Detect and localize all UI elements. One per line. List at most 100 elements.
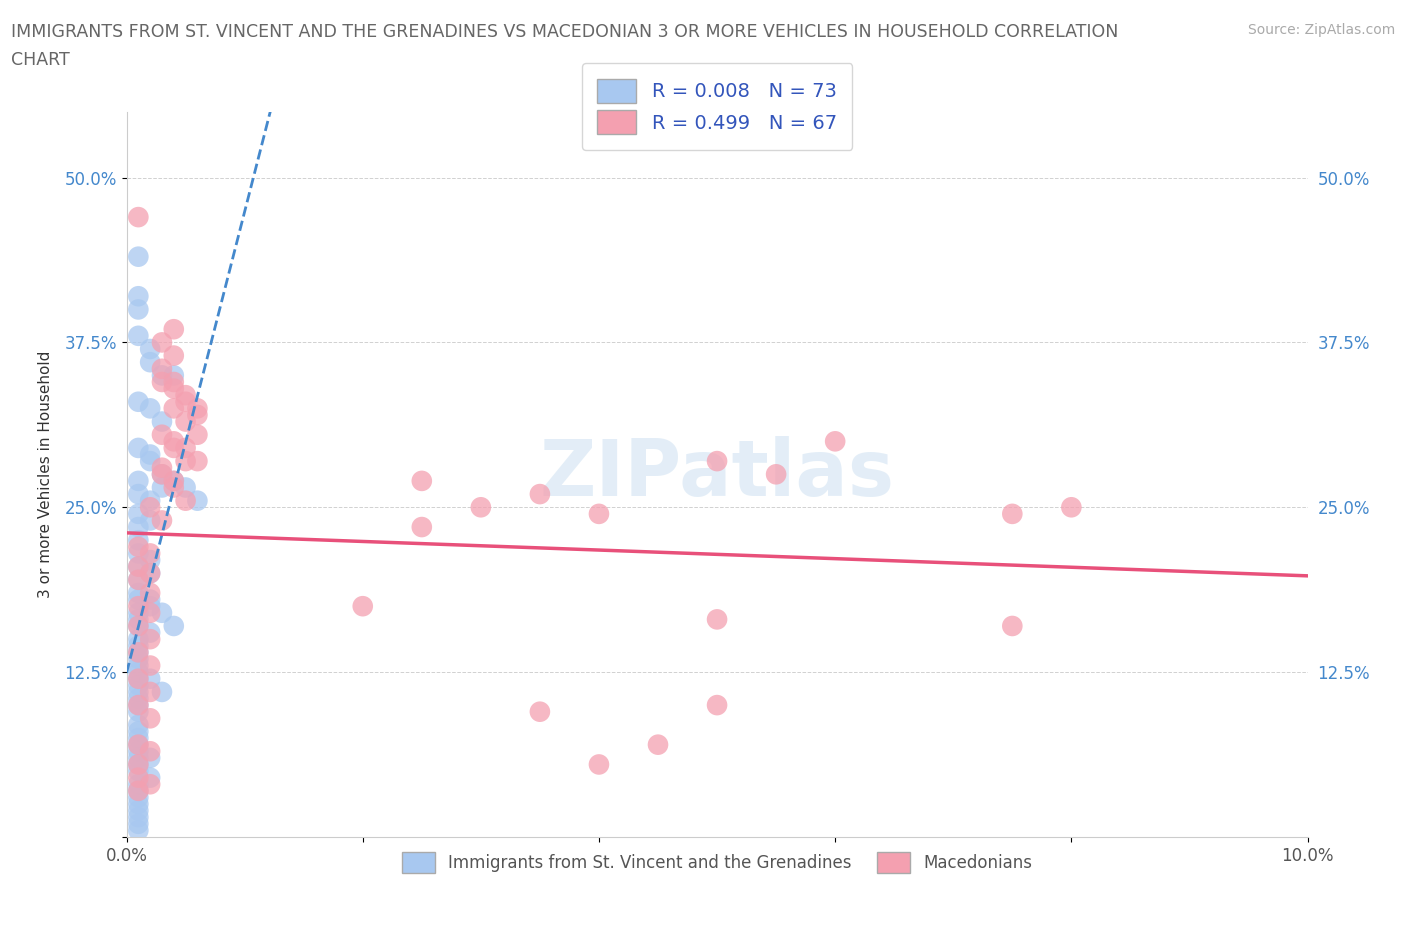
- Point: [139, 684, 162, 699]
- Point: [127, 302, 149, 317]
- Point: [127, 823, 149, 838]
- Point: [352, 599, 374, 614]
- Point: [139, 499, 162, 514]
- Point: [139, 493, 162, 508]
- Point: [150, 684, 173, 699]
- Y-axis label: 3 or more Vehicles in Household: 3 or more Vehicles in Household: [38, 351, 53, 598]
- Point: [127, 592, 149, 607]
- Point: [174, 414, 197, 429]
- Point: [411, 520, 433, 535]
- Point: [127, 631, 149, 646]
- Point: [163, 473, 186, 488]
- Point: [139, 605, 162, 620]
- Point: [1001, 618, 1024, 633]
- Point: [127, 817, 149, 831]
- Point: [127, 684, 149, 699]
- Point: [174, 394, 197, 409]
- Point: [127, 797, 149, 812]
- Point: [163, 381, 186, 396]
- Point: [163, 434, 186, 449]
- Point: [127, 751, 149, 765]
- Point: [174, 388, 197, 403]
- Point: [127, 559, 149, 574]
- Point: [139, 401, 162, 416]
- Point: [127, 638, 149, 653]
- Point: [150, 414, 173, 429]
- Point: [588, 757, 610, 772]
- Point: [127, 644, 149, 659]
- Point: [706, 612, 728, 627]
- Point: [150, 467, 173, 482]
- Point: [139, 658, 162, 673]
- Point: [127, 737, 149, 752]
- Point: [127, 644, 149, 659]
- Point: [127, 618, 149, 633]
- Point: [139, 565, 162, 580]
- Point: [127, 790, 149, 804]
- Point: [127, 678, 149, 693]
- Point: [186, 427, 208, 442]
- Point: [186, 401, 208, 416]
- Point: [127, 804, 149, 818]
- Point: [127, 665, 149, 680]
- Point: [127, 486, 149, 501]
- Point: [163, 480, 186, 495]
- Point: [127, 717, 149, 732]
- Point: [150, 375, 173, 390]
- Point: [127, 328, 149, 343]
- Point: [174, 441, 197, 456]
- Point: [127, 770, 149, 785]
- Point: [647, 737, 669, 752]
- Point: [127, 394, 149, 409]
- Point: [127, 209, 149, 224]
- Point: [139, 447, 162, 462]
- Point: [186, 454, 208, 469]
- Point: [127, 757, 149, 772]
- Point: [529, 486, 551, 501]
- Point: [127, 605, 149, 620]
- Point: [127, 783, 149, 798]
- Point: [150, 467, 173, 482]
- Point: [139, 341, 162, 356]
- Point: [150, 605, 173, 620]
- Point: [139, 546, 162, 561]
- Point: [163, 473, 186, 488]
- Point: [150, 427, 173, 442]
- Point: [411, 473, 433, 488]
- Point: [127, 441, 149, 456]
- Point: [163, 375, 186, 390]
- Point: [150, 513, 173, 528]
- Point: [127, 572, 149, 587]
- Point: [139, 671, 162, 686]
- Point: [127, 731, 149, 746]
- Point: [163, 441, 186, 456]
- Point: [1001, 507, 1024, 522]
- Point: [127, 586, 149, 601]
- Point: [127, 777, 149, 791]
- Point: [139, 625, 162, 640]
- Point: [150, 368, 173, 383]
- Point: [706, 698, 728, 712]
- Point: [706, 454, 728, 469]
- Point: [127, 559, 149, 574]
- Point: [127, 691, 149, 706]
- Point: [150, 362, 173, 377]
- Point: [588, 507, 610, 522]
- Point: [1060, 499, 1083, 514]
- Point: [139, 513, 162, 528]
- Point: [139, 565, 162, 580]
- Point: [150, 480, 173, 495]
- Point: [163, 348, 186, 363]
- Point: [127, 671, 149, 686]
- Point: [127, 612, 149, 627]
- Point: [139, 711, 162, 725]
- Point: [127, 671, 149, 686]
- Point: [127, 618, 149, 633]
- Point: [470, 499, 492, 514]
- Point: [163, 368, 186, 383]
- Point: [127, 652, 149, 667]
- Point: [765, 467, 787, 482]
- Point: [139, 599, 162, 614]
- Point: [139, 751, 162, 765]
- Point: [127, 658, 149, 673]
